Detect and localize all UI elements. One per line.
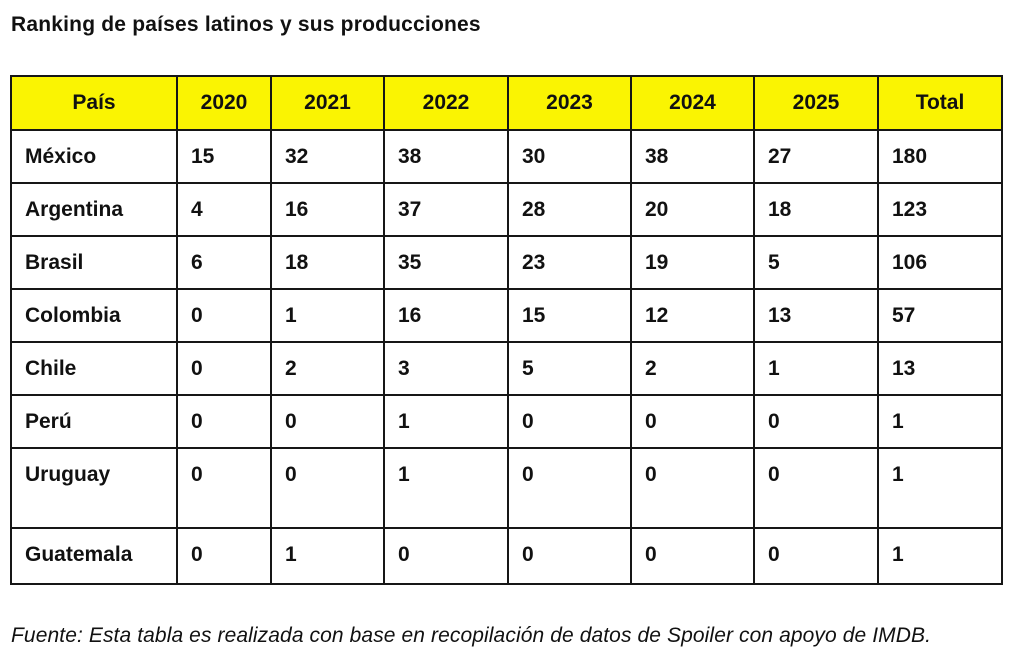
table-body: México 15 32 38 30 38 27 180 Argentina 4 16 37 28 20 1… [10,129,1003,585]
country-cell: Colombia [10,288,178,343]
value-cell: 13 [753,288,879,343]
column-header-2022: 2022 [383,75,509,131]
value-cell: 1 [383,394,509,449]
value-cell: 27 [753,129,879,184]
value-cell: 28 [507,182,632,237]
table-row: Colombia 0 1 16 15 12 13 57 [10,288,1003,343]
value-cell: 2 [270,341,385,396]
table-row: Argentina 4 16 37 28 20 18 123 [10,182,1003,237]
value-cell: 5 [507,341,632,396]
value-cell: 0 [176,527,272,585]
value-cell: 0 [630,527,755,585]
value-cell: 15 [507,288,632,343]
value-cell: 0 [383,527,509,585]
value-cell: 16 [383,288,509,343]
value-cell: 123 [877,182,1003,237]
productions-ranking-table: País 2020 2021 2022 2023 2024 2025 Total México… [10,75,1003,585]
table-row: Uruguay 0 0 1 0 0 0 1 [10,447,1003,529]
country-cell: Chile [10,341,178,396]
value-cell: 2 [630,341,755,396]
value-cell: 15 [176,129,272,184]
value-cell: 1 [877,394,1003,449]
table-row: México 15 32 38 30 38 27 180 [10,129,1003,184]
value-cell: 20 [630,182,755,237]
value-cell: 0 [507,394,632,449]
column-header-total: Total [877,75,1003,131]
value-cell: 1 [270,527,385,585]
value-cell: 0 [176,341,272,396]
value-cell: 18 [270,235,385,290]
value-cell: 19 [630,235,755,290]
value-cell: 0 [176,447,272,529]
value-cell: 0 [630,394,755,449]
value-cell: 0 [176,288,272,343]
country-cell: México [10,129,178,184]
value-cell: 0 [753,394,879,449]
value-cell: 32 [270,129,385,184]
value-cell: 180 [877,129,1003,184]
country-cell: Argentina [10,182,178,237]
value-cell: 30 [507,129,632,184]
value-cell: 0 [507,527,632,585]
value-cell: 1 [270,288,385,343]
value-cell: 0 [507,447,632,529]
column-header-2024: 2024 [630,75,755,131]
table-row: Perú 0 0 1 0 0 0 1 [10,394,1003,449]
value-cell: 4 [176,182,272,237]
value-cell: 0 [753,527,879,585]
value-cell: 106 [877,235,1003,290]
value-cell: 0 [753,447,879,529]
country-cell: Uruguay [10,447,178,529]
value-cell: 23 [507,235,632,290]
value-cell: 5 [753,235,879,290]
country-cell: Perú [10,394,178,449]
value-cell: 1 [877,447,1003,529]
value-cell: 12 [630,288,755,343]
value-cell: 1 [753,341,879,396]
page-title: Ranking de países latinos y sus producci… [11,13,481,36]
table-header-row: País 2020 2021 2022 2023 2024 2025 Total [10,75,1003,131]
value-cell: 35 [383,235,509,290]
column-header-país: País [10,75,178,131]
value-cell: 57 [877,288,1003,343]
column-header-2020: 2020 [176,75,272,131]
value-cell: 38 [630,129,755,184]
value-cell: 18 [753,182,879,237]
table-header: País 2020 2021 2022 2023 2024 2025 Total [10,75,1003,131]
country-cell: Brasil [10,235,178,290]
table-row: Brasil 6 18 35 23 19 5 106 [10,235,1003,290]
value-cell: 0 [176,394,272,449]
value-cell: 0 [270,394,385,449]
value-cell: 13 [877,341,1003,396]
value-cell: 0 [630,447,755,529]
value-cell: 1 [877,527,1003,585]
table-row: Guatemala 0 1 0 0 0 0 1 [10,527,1003,585]
value-cell: 38 [383,129,509,184]
column-header-2025: 2025 [753,75,879,131]
country-cell: Guatemala [10,527,178,585]
column-header-2021: 2021 [270,75,385,131]
value-cell: 37 [383,182,509,237]
value-cell: 1 [383,447,509,529]
value-cell: 3 [383,341,509,396]
value-cell: 6 [176,235,272,290]
value-cell: 16 [270,182,385,237]
column-header-2023: 2023 [507,75,632,131]
value-cell: 0 [270,447,385,529]
source-note: Fuente: Esta tabla es realizada con base… [11,624,932,647]
table-row: Chile 0 2 3 5 2 1 13 [10,341,1003,396]
